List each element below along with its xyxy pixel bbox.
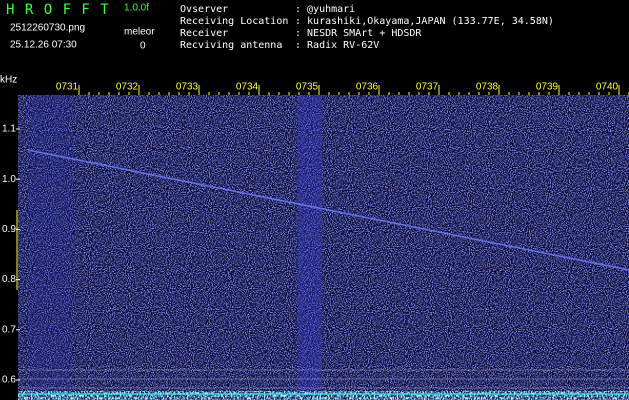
datetime: 25.12.26 07:30 (10, 40, 77, 51)
filename: 2512260730.png (10, 23, 85, 34)
time-label: 0740 (596, 82, 619, 93)
time-label: 0734 (236, 82, 259, 93)
mode: meleor (124, 27, 155, 38)
station-value: : @yuhmari (295, 4, 355, 15)
meteor-trail (27, 149, 629, 271)
freq-label: 1.0 (2, 174, 16, 185)
spectrogram (18, 95, 629, 400)
freq-label: 0.7 (2, 324, 16, 335)
station-value: : kurashiki,Okayama,JAPAN (133.77E, 34.5… (295, 16, 554, 27)
freq-label: 1.1 (2, 124, 16, 135)
noise-band (28, 95, 73, 395)
time-label: 0733 (176, 82, 199, 93)
station-label: Receiving Location (180, 16, 288, 27)
station-label: Ovserver (180, 4, 228, 15)
time-label: 0731 (56, 82, 79, 93)
app-name: H R O F F T (6, 2, 110, 18)
time-label: 0732 (116, 82, 139, 93)
time-label: 0736 (356, 82, 379, 93)
station-label: Recviving antenna (180, 40, 282, 51)
unit-label: kHz (0, 75, 17, 86)
count: 0 (140, 41, 146, 52)
freq-label: 0.9 (2, 224, 16, 235)
time-label: 0738 (476, 82, 499, 93)
station-value: : NESDR SMArt + HDSDR (295, 28, 422, 39)
station-label: Receiver (180, 28, 228, 39)
time-label: 0737 (416, 82, 439, 93)
noise-band (298, 95, 322, 395)
time-label: 0735 (296, 82, 319, 93)
station-value: : Radix RV-62V (295, 40, 379, 51)
version: 1.0.0f (124, 3, 149, 14)
freq-label: 0.8 (2, 274, 16, 285)
noise (18, 95, 629, 400)
level-bar (18, 391, 629, 400)
freq-label: 0.6 (2, 375, 16, 386)
time-label: 0739 (536, 82, 559, 93)
